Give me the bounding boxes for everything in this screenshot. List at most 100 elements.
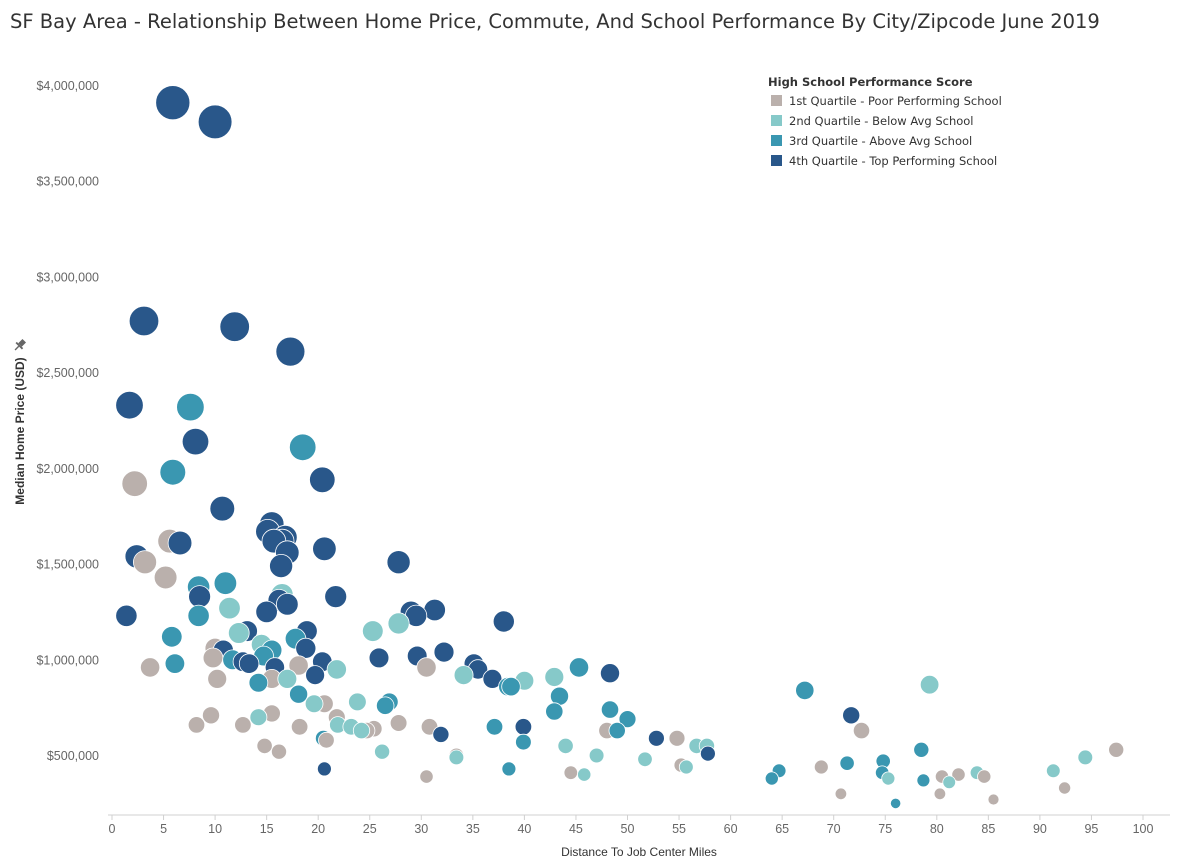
legend-item[interactable]: 2nd Quartile - Below Avg School — [789, 114, 974, 128]
data-point[interactable] — [207, 669, 228, 689]
data-point[interactable] — [270, 743, 287, 760]
data-point[interactable] — [919, 675, 940, 695]
data-point[interactable] — [318, 731, 335, 749]
data-point[interactable] — [161, 626, 183, 648]
data-point[interactable] — [187, 716, 206, 734]
data-point[interactable] — [202, 647, 224, 669]
data-point[interactable] — [176, 392, 205, 422]
data-point[interactable] — [563, 765, 579, 780]
data-point[interactable] — [167, 530, 193, 556]
data-point[interactable] — [668, 729, 686, 747]
data-point[interactable] — [637, 751, 653, 768]
data-point[interactable] — [181, 427, 210, 456]
data-point[interactable] — [515, 733, 532, 751]
data-point[interactable] — [153, 565, 178, 590]
data-point[interactable] — [678, 759, 694, 775]
data-point[interactable] — [419, 769, 434, 784]
data-point[interactable] — [312, 536, 337, 562]
data-point[interactable] — [128, 305, 160, 337]
data-point[interactable] — [386, 550, 411, 575]
data-point[interactable] — [600, 700, 620, 719]
legend-item[interactable]: 3rd Quartile - Above Avg School — [789, 134, 972, 148]
data-point[interactable] — [213, 571, 238, 595]
data-point[interactable] — [1046, 763, 1061, 779]
data-point[interactable] — [361, 620, 384, 642]
data-point[interactable] — [234, 716, 252, 734]
data-point[interactable] — [423, 598, 446, 622]
data-point[interactable] — [249, 708, 268, 727]
data-point[interactable] — [188, 585, 212, 608]
data-point[interactable] — [588, 747, 605, 764]
data-point[interactable] — [348, 692, 367, 712]
data-point[interactable] — [839, 755, 855, 771]
data-point[interactable] — [248, 672, 269, 693]
data-point[interactable] — [700, 745, 716, 762]
pin-icon[interactable] — [12, 338, 28, 354]
data-point[interactable] — [140, 657, 161, 678]
legend[interactable]: High School Performance Score 1st Quartil… — [768, 75, 1002, 168]
data-point[interactable] — [324, 585, 348, 608]
data-point[interactable] — [608, 721, 626, 740]
data-point[interactable] — [913, 741, 930, 758]
data-point[interactable] — [416, 657, 437, 678]
data-point[interactable] — [326, 659, 347, 680]
data-point[interactable] — [115, 391, 144, 420]
data-point[interactable] — [256, 737, 273, 755]
data-point[interactable] — [557, 737, 574, 755]
data-point[interactable] — [219, 311, 250, 342]
data-point[interactable] — [482, 669, 503, 689]
data-point[interactable] — [433, 641, 455, 663]
data-point[interactable] — [648, 729, 665, 747]
data-point[interactable] — [305, 665, 326, 685]
data-point[interactable] — [187, 604, 210, 627]
data-point[interactable] — [834, 787, 848, 801]
data-point[interactable] — [290, 718, 309, 736]
data-point[interactable] — [485, 718, 504, 736]
data-point[interactable] — [164, 653, 186, 674]
data-point[interactable] — [238, 653, 260, 674]
data-point[interactable] — [255, 600, 278, 624]
data-point[interactable] — [275, 336, 306, 367]
data-point[interactable] — [389, 714, 408, 732]
data-point[interactable] — [228, 622, 250, 644]
data-point[interactable] — [977, 769, 992, 784]
data-point[interactable] — [209, 495, 236, 522]
data-point[interactable] — [618, 710, 637, 728]
data-point[interactable] — [987, 793, 1000, 806]
data-point[interactable] — [288, 655, 309, 676]
legend-item[interactable]: 1st Quartile - Poor Performing School — [789, 94, 1002, 108]
data-point[interactable] — [269, 554, 294, 579]
data-point[interactable] — [387, 612, 410, 635]
data-point[interactable] — [501, 676, 521, 697]
data-point[interactable] — [881, 771, 896, 786]
data-point[interactable] — [916, 773, 931, 788]
data-point[interactable] — [453, 665, 474, 685]
data-point[interactable] — [764, 771, 779, 786]
data-point[interactable] — [577, 767, 592, 782]
data-point[interactable] — [218, 596, 241, 620]
data-point[interactable] — [197, 104, 233, 140]
data-point[interactable] — [376, 696, 395, 715]
data-point[interactable] — [1108, 741, 1125, 758]
data-point[interactable] — [492, 610, 515, 633]
data-point[interactable] — [432, 725, 450, 743]
data-point[interactable] — [309, 466, 336, 494]
data-point[interactable] — [316, 761, 332, 777]
data-point[interactable] — [544, 667, 565, 687]
data-point[interactable] — [501, 761, 517, 777]
data-point[interactable] — [115, 604, 138, 627]
data-point[interactable] — [132, 550, 157, 575]
data-point[interactable] — [600, 663, 621, 684]
data-point[interactable] — [813, 759, 829, 775]
data-point[interactable] — [514, 718, 533, 736]
data-point[interactable] — [159, 458, 187, 486]
data-point[interactable] — [121, 470, 148, 497]
data-point[interactable] — [852, 721, 871, 740]
data-point[interactable] — [289, 433, 317, 462]
data-point[interactable] — [448, 749, 465, 766]
data-point[interactable] — [295, 637, 317, 659]
data-point[interactable] — [951, 767, 966, 782]
data-point[interactable] — [842, 706, 861, 725]
data-point[interactable] — [942, 775, 956, 790]
data-point[interactable] — [155, 85, 191, 121]
